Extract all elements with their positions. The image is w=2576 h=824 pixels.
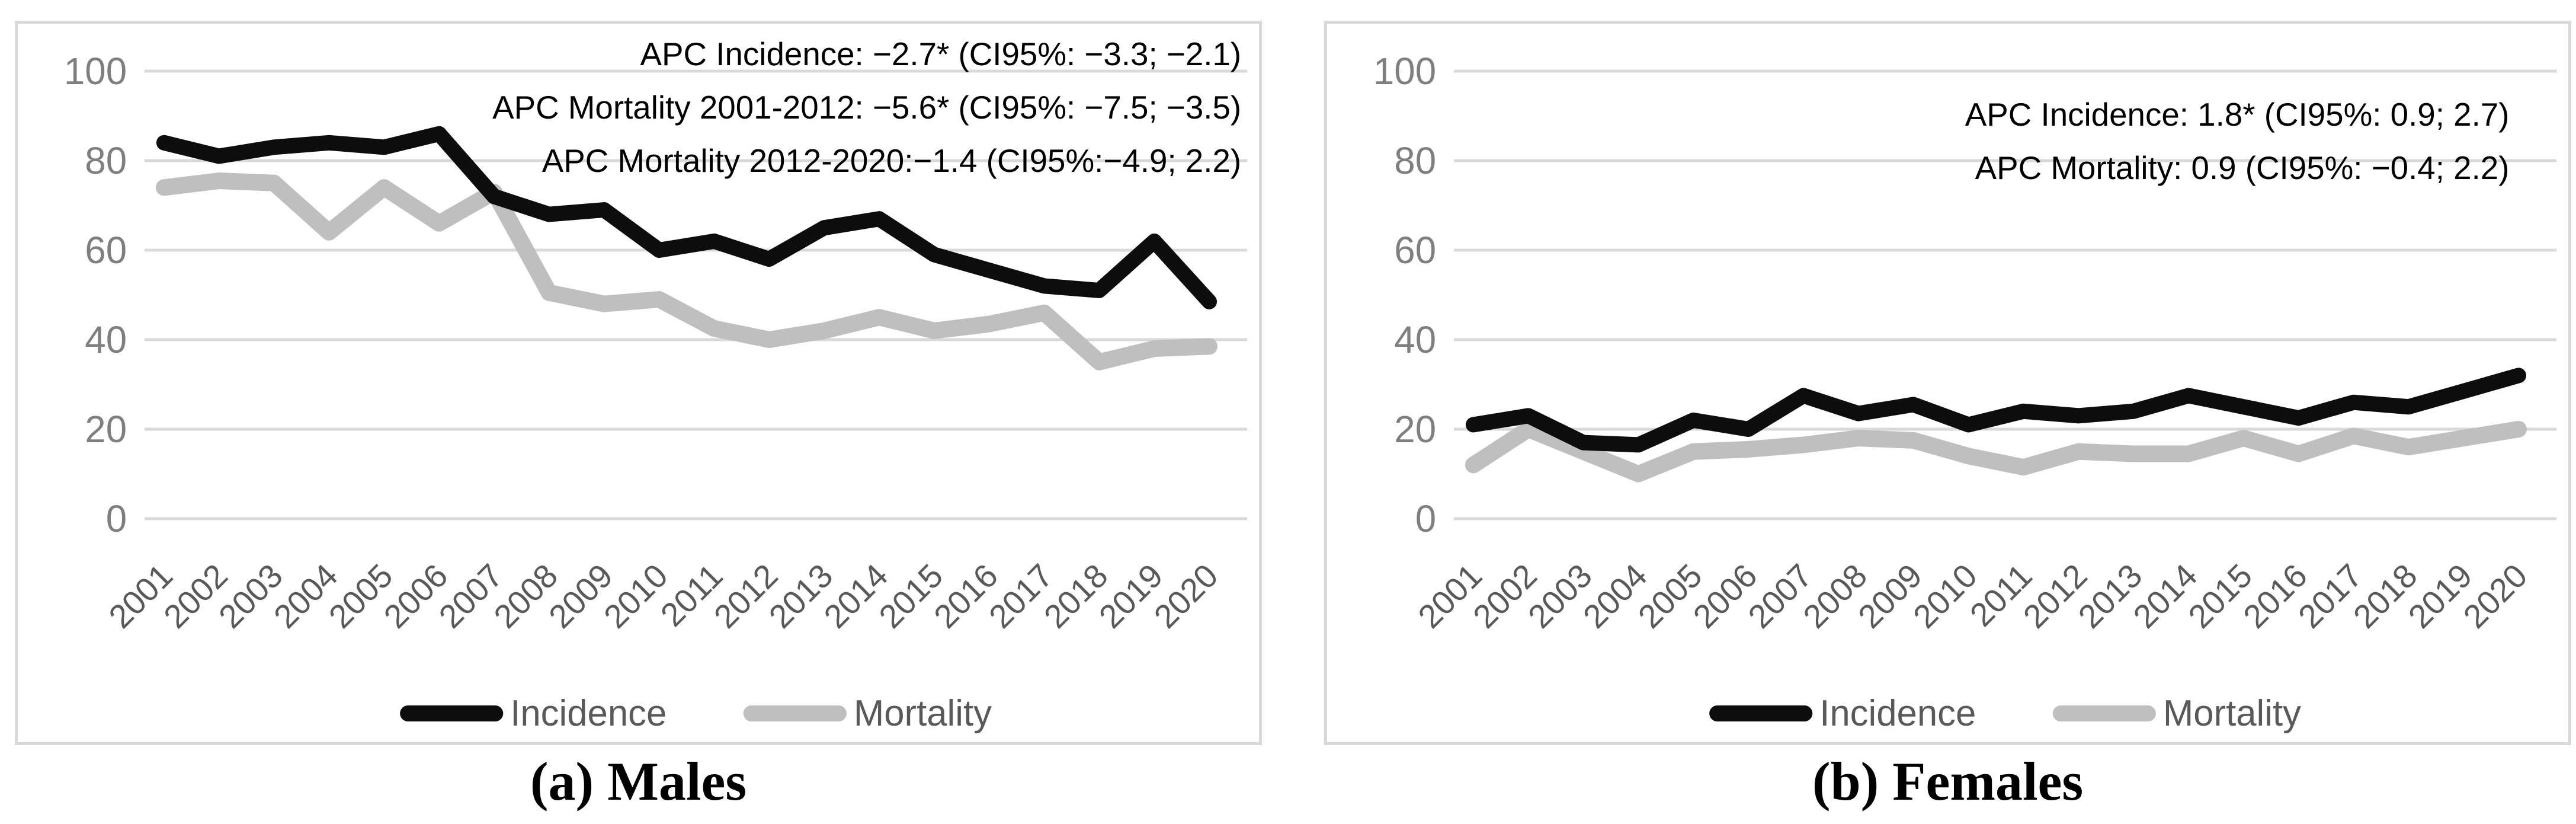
x-axis-tick-label: 2019 — [2401, 557, 2479, 635]
legend: Incidence Mortality — [400, 693, 992, 734]
x-axis-tick-label: 2006 — [376, 557, 454, 635]
x-axis-tick-label: 2015 — [872, 557, 950, 635]
females-chart: 0 20 40 60 80 100 2001200220032004200520062007… — [1373, 50, 2557, 734]
y-axis-tick-label: 60 — [1394, 229, 1436, 272]
apc-annotation: APC Incidence: −2.7* (CI95%: −3.3; −2.1) — [640, 36, 1242, 72]
x-axis-tick-label: 2013 — [2071, 557, 2149, 635]
y-axis-tick-label: 60 — [85, 229, 127, 272]
x-axis-tick-label: 2007 — [431, 557, 510, 635]
x-axis-tick-label: 2001 — [101, 557, 180, 635]
x-axis-tick-label: 2017 — [982, 557, 1060, 635]
y-axis-tick-label: 80 — [1394, 139, 1436, 182]
chart-panel-females: 0 20 40 60 80 100 2001 2002 2003 2004 2005 2006 2007… — [1324, 21, 2571, 745]
y-axis-tick-label: 40 — [85, 318, 127, 361]
x-axis-tick-label: 2010 — [1906, 557, 1984, 635]
x-axis-tick-label: 2014 — [816, 557, 895, 635]
x-axis-tick-label: 2012 — [707, 557, 785, 635]
x-axis-tick-label: 2005 — [322, 557, 400, 635]
caption-females: (b) Females — [1812, 751, 2084, 812]
x-axis-tick-label: 2012 — [2016, 557, 2094, 635]
legend-swatch-mortality — [743, 705, 847, 721]
x-axis-tick-label: 2008 — [486, 557, 565, 635]
x-axis-tick-label: 2006 — [1686, 557, 1764, 635]
x-axis-tick-label: 2017 — [2291, 557, 2369, 635]
y-axis-tick-label: 20 — [1394, 408, 1436, 451]
x-axis-tick-label: 2009 — [542, 557, 620, 635]
legend-swatch-incidence — [400, 705, 504, 721]
mortality-line — [1465, 421, 2527, 483]
x-axis-tick-label: 2011 — [653, 557, 730, 634]
x-axis-tick-label: 2005 — [1631, 557, 1709, 635]
y-axis-tick-label: 0 — [1415, 497, 1436, 540]
y-axis-tick-label: 20 — [85, 408, 127, 451]
x-axis-tick-label: 2004 — [267, 557, 345, 635]
x-axis-tick-label: 2003 — [1521, 557, 1599, 635]
chart-panel-males: 0 20 40 60 80 100 2001 2002 2003 2004 2005 2006 2007… — [15, 21, 1262, 745]
legend-swatch-mortality — [2052, 705, 2156, 721]
x-axis-tick-label: 2008 — [1796, 557, 1874, 635]
x-axis-tick-label: 2003 — [212, 557, 290, 635]
incidence-line — [156, 126, 1217, 309]
x-axis-tick-label: 2016 — [927, 557, 1005, 635]
x-axis-tick-label: 2002 — [156, 557, 235, 635]
x-axis-tick-label: 2002 — [1466, 557, 1544, 635]
x-axis-tick-label: 2013 — [761, 557, 840, 635]
x-axis-tick-label: 2009 — [1851, 557, 1929, 635]
y-axis-tick-label: 100 — [1373, 50, 1436, 92]
incidence-line — [1465, 368, 2527, 453]
apc-annotation: APC Mortality 2001-2012: −5.6* (CI95%: −… — [492, 89, 1241, 126]
x-axis-tick-label: 2004 — [1576, 557, 1654, 635]
x-axis-tick-label: 2014 — [2126, 557, 2204, 635]
y-axis-tick-label: 100 — [64, 50, 127, 92]
x-axis-tick-label: 2018 — [2346, 557, 2424, 635]
x-axis-tick-label: 2011 — [1963, 557, 2039, 634]
y-axis-tick-label: 80 — [85, 139, 127, 182]
legend: Incidence Mortality — [1709, 693, 2301, 734]
x-axis-tick-label: 2010 — [597, 557, 675, 635]
apc-annotation: APC Mortality: 0.9 (CI95%: −0.4; 2.2) — [1975, 149, 2510, 186]
legend-swatch-incidence — [1709, 705, 1813, 721]
x-axis-tick-label: 2018 — [1037, 557, 1115, 635]
apc-annotation: APC Mortality 2012-2020:−1.4 (CI95%:−4.9… — [542, 142, 1241, 179]
legend-label-incidence: Incidence — [510, 693, 667, 734]
legend-label-mortality: Mortality — [2163, 693, 2301, 734]
y-axis-tick-label: 40 — [1394, 318, 1436, 361]
x-axis-tick-label: 2020 — [1146, 557, 1225, 635]
x-axis-tick-label: 2019 — [1092, 557, 1170, 635]
caption-males: (a) Males — [530, 751, 747, 812]
x-axis-tick-label: 2015 — [2181, 557, 2259, 635]
legend-label-incidence: Incidence — [1819, 693, 1976, 734]
x-axis-tick-label: 2007 — [1741, 557, 1819, 635]
males-chart: 0 20 40 60 80 100 2001200220032004200520062007… — [64, 36, 1248, 734]
mortality-line — [155, 172, 1218, 371]
x-axis-tick-label: 2016 — [2236, 557, 2314, 635]
x-axis-tick-label: 2001 — [1411, 557, 1489, 635]
x-axis-tick-label: 2020 — [2456, 557, 2534, 635]
apc-annotation: APC Incidence: 1.8* (CI95%: 0.9; 2.7) — [1965, 96, 2510, 133]
legend-label-mortality: Mortality — [854, 693, 992, 734]
y-axis-tick-label: 0 — [106, 497, 127, 540]
